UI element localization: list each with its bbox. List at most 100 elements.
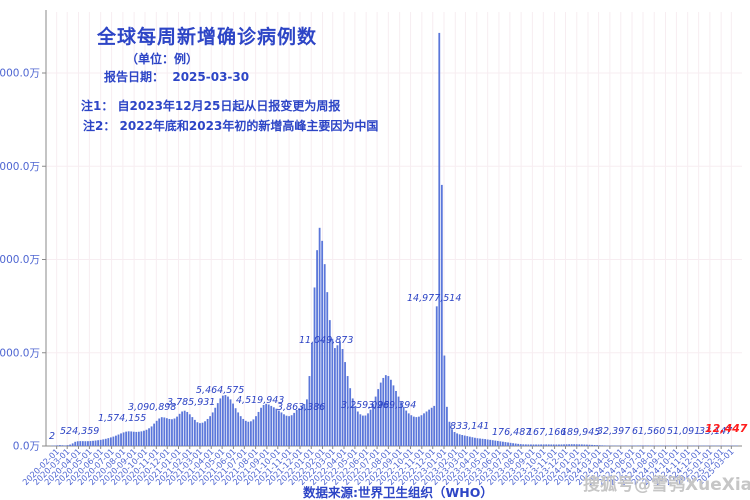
- bar: [537, 444, 540, 446]
- bar: [639, 445, 642, 446]
- bar: [367, 413, 369, 446]
- data-label: 33,147: [699, 426, 732, 437]
- page-title: 全球每周新增确诊病例数: [97, 26, 318, 48]
- bar: [232, 403, 234, 446]
- bar: [535, 444, 537, 446]
- bar: [420, 415, 423, 446]
- bar: [132, 431, 135, 446]
- bar: [247, 421, 250, 446]
- bar: [382, 377, 385, 446]
- bar: [514, 443, 517, 446]
- bar: [115, 435, 117, 446]
- bar: [283, 414, 285, 446]
- unit-subtitle: （单位：例）: [126, 52, 199, 66]
- bar: [336, 345, 339, 446]
- bar: [178, 413, 181, 446]
- bar: [280, 412, 283, 446]
- bar: [440, 184, 443, 446]
- bar: [369, 409, 372, 446]
- bar: [517, 443, 520, 446]
- bar: [155, 420, 158, 446]
- bar: [300, 406, 303, 446]
- bar: [56, 445, 59, 446]
- bar: [522, 444, 525, 446]
- bar: [649, 445, 652, 446]
- bar: [583, 444, 586, 446]
- bar: [532, 444, 535, 446]
- bar: [69, 444, 72, 446]
- bar: [346, 376, 349, 446]
- bar: [451, 429, 453, 446]
- bar: [433, 405, 436, 446]
- bar: [193, 419, 196, 446]
- bar: [578, 444, 581, 446]
- bar: [573, 444, 576, 446]
- bar: [323, 264, 326, 446]
- bar: [405, 410, 408, 446]
- bar: [171, 419, 173, 446]
- bar: [265, 403, 268, 446]
- data-label: 11,049,873: [299, 335, 353, 346]
- data-label: 176,487: [492, 427, 531, 438]
- bar: [560, 444, 563, 446]
- bar: [140, 431, 143, 446]
- data-label: 3,090,898: [128, 402, 176, 413]
- bar: [374, 396, 377, 446]
- data-label: 3,785,931: [167, 397, 215, 408]
- bar: [61, 445, 64, 446]
- bar: [211, 412, 214, 446]
- bar: [542, 444, 545, 446]
- bar: [448, 421, 451, 446]
- bar: [262, 404, 265, 446]
- bar: [255, 416, 257, 446]
- bar: [165, 418, 168, 446]
- bar: [390, 379, 392, 446]
- bar: [293, 412, 296, 446]
- bar: [227, 396, 229, 446]
- bar: [120, 433, 122, 446]
- bar: [186, 411, 189, 446]
- bar: [364, 415, 367, 446]
- bar: [476, 438, 479, 446]
- bar: [176, 416, 178, 446]
- bar: [257, 411, 260, 446]
- bar: [555, 444, 558, 446]
- data-label: 1,574,155: [98, 413, 146, 424]
- bar: [384, 375, 387, 446]
- report-date: 报告日期： 2025-03-30: [104, 70, 250, 84]
- bar: [586, 444, 588, 446]
- bar: [183, 410, 186, 446]
- bar: [153, 423, 156, 446]
- data-label: 189,945: [561, 427, 600, 438]
- bar: [308, 376, 311, 446]
- bar: [568, 444, 571, 446]
- bar: [341, 349, 344, 446]
- bar: [603, 445, 606, 446]
- bar: [84, 441, 87, 446]
- bar: [402, 406, 405, 446]
- bar: [588, 444, 591, 446]
- bar: [160, 417, 163, 446]
- bar: [412, 416, 415, 446]
- bar: [92, 440, 94, 446]
- bar: [552, 444, 555, 446]
- bar: [636, 445, 639, 446]
- bar: [418, 416, 420, 446]
- bar: [66, 445, 69, 446]
- bar: [87, 441, 89, 446]
- bar: [188, 414, 191, 446]
- bar: [565, 444, 568, 446]
- bar: [356, 411, 359, 446]
- bar: [395, 390, 397, 446]
- watermark: 搜狐号@雪鸮XueXiao: [583, 475, 750, 495]
- bar: [143, 430, 145, 446]
- bar: [524, 444, 527, 446]
- bar: [331, 338, 334, 446]
- bar: [288, 416, 290, 446]
- bar: [316, 250, 318, 446]
- y-axis-label: 0.0万: [13, 441, 40, 453]
- bar: [191, 417, 194, 446]
- bar: [496, 440, 499, 446]
- bar: [272, 407, 275, 446]
